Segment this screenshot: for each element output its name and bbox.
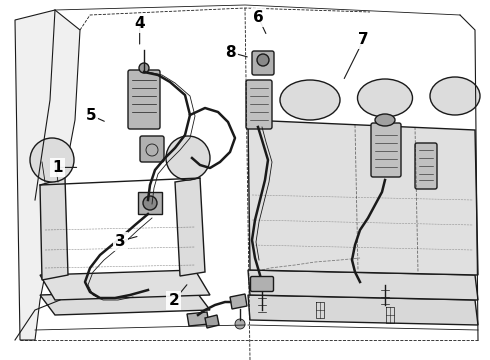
- Circle shape: [166, 136, 210, 180]
- Text: 8: 8: [225, 45, 236, 60]
- Text: 1: 1: [52, 160, 63, 175]
- Polygon shape: [40, 270, 210, 300]
- Polygon shape: [248, 295, 478, 325]
- Ellipse shape: [375, 114, 395, 126]
- Circle shape: [30, 138, 74, 182]
- FancyBboxPatch shape: [128, 70, 160, 129]
- Ellipse shape: [430, 77, 480, 115]
- Ellipse shape: [280, 80, 340, 120]
- Text: 4: 4: [134, 16, 145, 31]
- Text: 3: 3: [115, 234, 125, 249]
- FancyBboxPatch shape: [252, 51, 274, 75]
- Text: 2: 2: [169, 293, 179, 308]
- Polygon shape: [248, 270, 478, 300]
- Circle shape: [235, 319, 245, 329]
- FancyBboxPatch shape: [140, 136, 164, 162]
- FancyBboxPatch shape: [246, 80, 272, 129]
- Text: 6: 6: [253, 10, 264, 25]
- Polygon shape: [248, 120, 478, 275]
- Polygon shape: [138, 192, 162, 214]
- Polygon shape: [40, 290, 210, 315]
- Polygon shape: [187, 312, 209, 326]
- Circle shape: [139, 63, 149, 73]
- FancyBboxPatch shape: [371, 123, 401, 177]
- Polygon shape: [15, 10, 80, 340]
- Polygon shape: [40, 178, 68, 280]
- Circle shape: [257, 54, 269, 66]
- Text: 5: 5: [85, 108, 96, 123]
- FancyBboxPatch shape: [250, 276, 273, 292]
- Text: 7: 7: [358, 32, 369, 47]
- Ellipse shape: [358, 79, 413, 117]
- Circle shape: [143, 196, 157, 210]
- Polygon shape: [230, 294, 247, 309]
- Polygon shape: [175, 178, 205, 276]
- FancyBboxPatch shape: [415, 143, 437, 189]
- Polygon shape: [205, 315, 219, 328]
